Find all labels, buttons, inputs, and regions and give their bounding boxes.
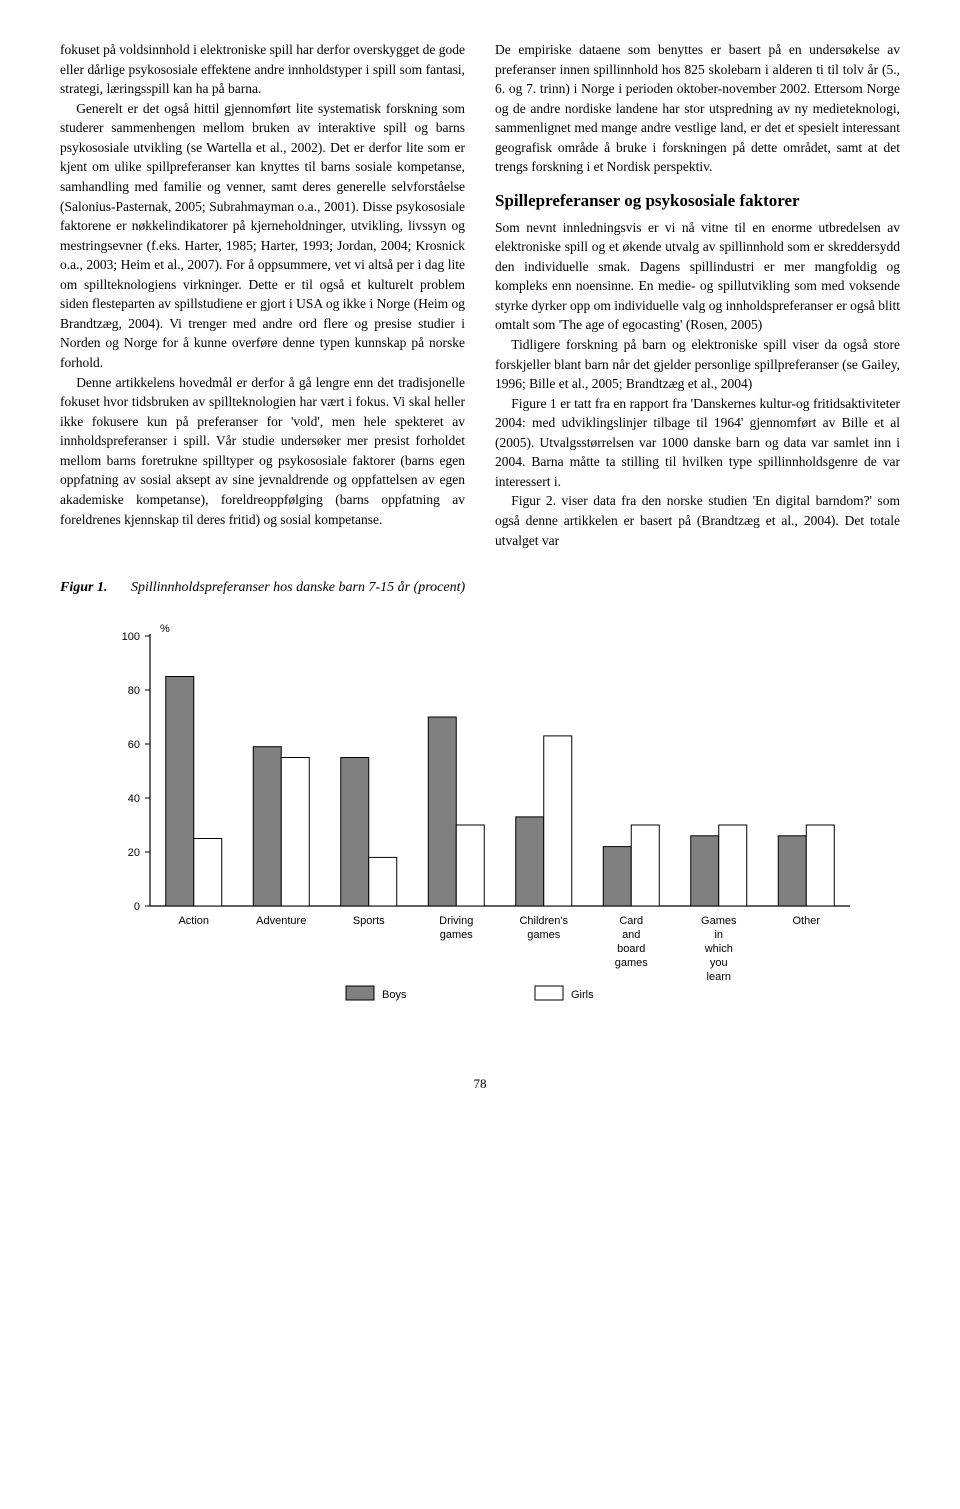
svg-text:games: games: [615, 957, 649, 969]
svg-text:board: board: [617, 943, 645, 955]
svg-text:which: which: [704, 943, 733, 955]
right-column: De empiriske dataene som benyttes er bas…: [495, 40, 900, 550]
svg-text:Games: Games: [701, 915, 737, 927]
svg-text:learn: learn: [707, 971, 731, 983]
svg-text:Girls: Girls: [571, 989, 594, 1001]
paragraph: Denne artikkelens hovedmål er derfor å g…: [60, 373, 465, 530]
svg-text:in: in: [714, 929, 723, 941]
svg-text:80: 80: [128, 685, 140, 697]
paragraph: Generelt er det også hittil gjennomført …: [60, 99, 465, 373]
figure-label: Figur 1.: [60, 580, 107, 595]
svg-text:games: games: [527, 929, 561, 941]
paragraph: Figur 2. viser data fra den norske studi…: [495, 491, 900, 550]
svg-text:Card: Card: [619, 915, 643, 927]
left-column: fokuset på voldsinnhold i elektroniske s…: [60, 40, 465, 550]
paragraph: Som nevnt innledningsvis er vi nå vitne …: [495, 218, 900, 335]
svg-text:%: %: [160, 623, 170, 635]
svg-text:you: you: [710, 957, 728, 969]
paragraph: fokuset på voldsinnhold i elektroniske s…: [60, 40, 465, 99]
svg-text:and: and: [622, 929, 640, 941]
svg-text:40: 40: [128, 793, 140, 805]
svg-text:Other: Other: [792, 915, 820, 927]
page-number: 78: [60, 1076, 900, 1092]
paragraph: Tidligere forskning på barn og elektroni…: [495, 335, 900, 394]
paragraph: De empiriske dataene som benyttes er bas…: [495, 40, 900, 177]
svg-text:100: 100: [122, 631, 140, 643]
svg-text:60: 60: [128, 739, 140, 751]
svg-text:games: games: [440, 929, 474, 941]
figure-caption: Figur 1. Spillinnholdspreferanser hos da…: [60, 580, 900, 596]
svg-text:Driving: Driving: [439, 915, 473, 927]
svg-text:Action: Action: [178, 915, 209, 927]
svg-text:Sports: Sports: [353, 915, 385, 927]
figure-caption-text: Spillinnholdspreferanser hos danske barn…: [131, 580, 465, 595]
svg-text:20: 20: [128, 847, 140, 859]
section-heading: Spillepreferanser og psykososiale faktor…: [495, 189, 900, 214]
paragraph: Figure 1 er tatt fra en rapport fra 'Dan…: [495, 394, 900, 492]
svg-text:Adventure: Adventure: [256, 915, 306, 927]
svg-text:Children's: Children's: [519, 915, 568, 927]
svg-text:0: 0: [134, 901, 140, 913]
svg-text:Boys: Boys: [382, 989, 407, 1001]
bar-chart: 0 20 40 60 80 100% Action Adventure Sports Drivin…: [100, 616, 900, 1036]
